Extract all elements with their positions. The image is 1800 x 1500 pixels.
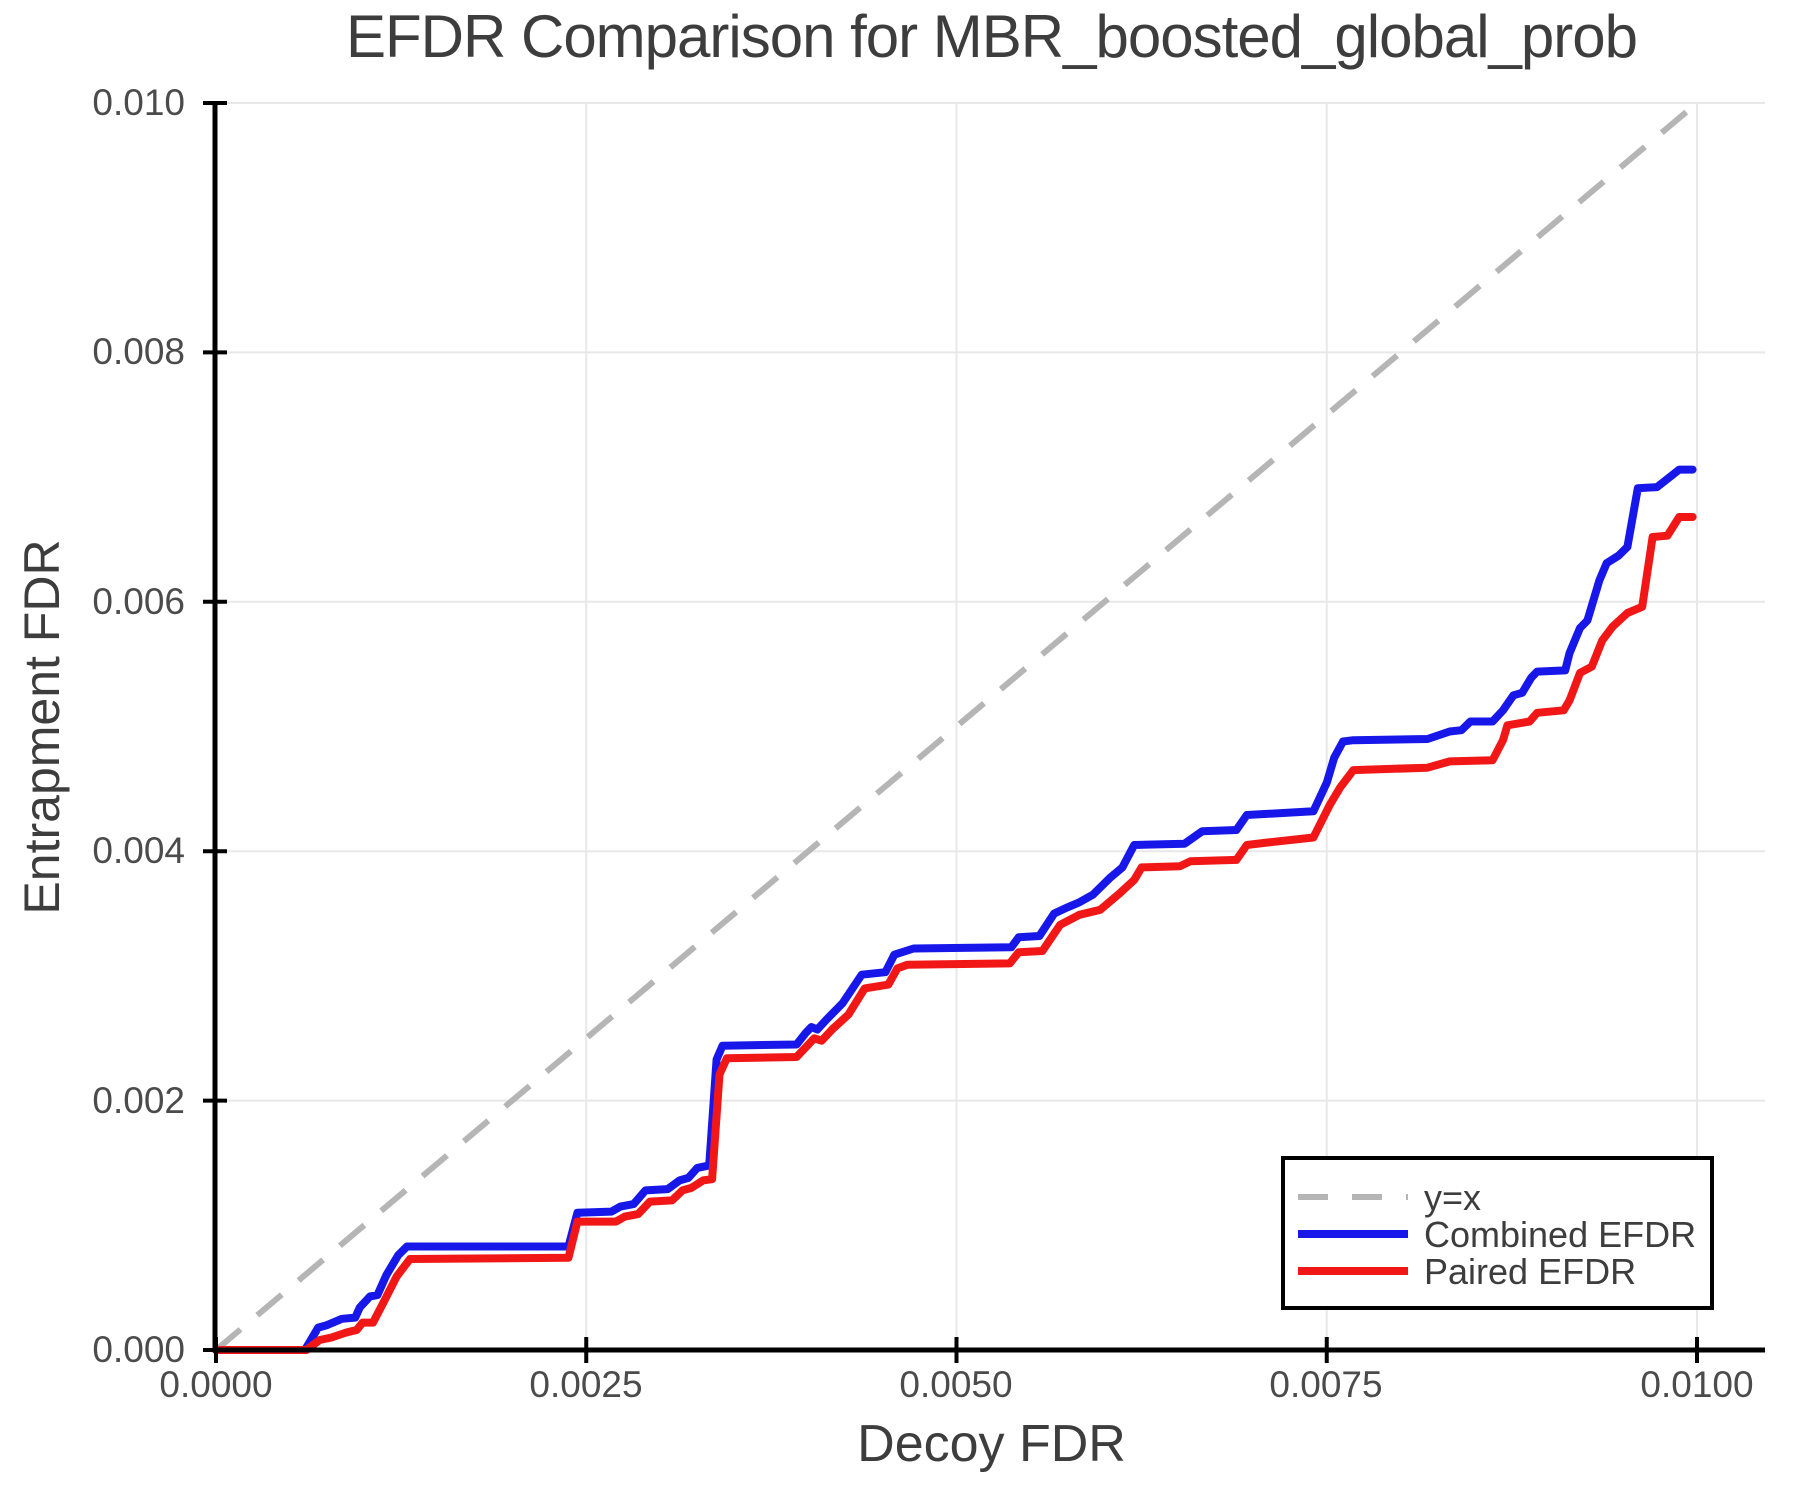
x-tick-label: 0.0050	[899, 1364, 1013, 1405]
x-tick-label: 0.0025	[529, 1364, 643, 1405]
x-axis-label: Decoy FDR	[857, 1415, 1126, 1473]
legend-label-paired-efdr: Paired EFDR	[1424, 1251, 1636, 1292]
y-tick-label: 0.006	[92, 581, 185, 622]
y-tick-label: 0.000	[92, 1329, 185, 1370]
legend-labels: y=x Combined EFDR Paired EFDR	[1424, 1177, 1696, 1292]
chart-title: EFDR Comparison for MBR_boosted_global_p…	[345, 3, 1638, 70]
axes-layer	[203, 101, 1765, 1363]
legend-label-combined-efdr: Combined EFDR	[1424, 1214, 1696, 1255]
y-tick-label: 0.002	[92, 1080, 185, 1121]
x-tick-label: 0.0000	[159, 1364, 273, 1405]
x-tick-label: 0.0100	[1640, 1364, 1754, 1405]
y-tick-label: 0.008	[92, 331, 185, 372]
x-tick-label: 0.0075	[1269, 1364, 1383, 1405]
series-line-paired-efdr	[212, 513, 1697, 1354]
y-tick-label: 0.010	[92, 82, 185, 123]
series-layer	[212, 465, 1697, 1354]
legend	[1281, 1156, 1714, 1310]
y-tick-label: 0.004	[92, 830, 185, 871]
legend-label-yx: y=x	[1424, 1177, 1481, 1218]
